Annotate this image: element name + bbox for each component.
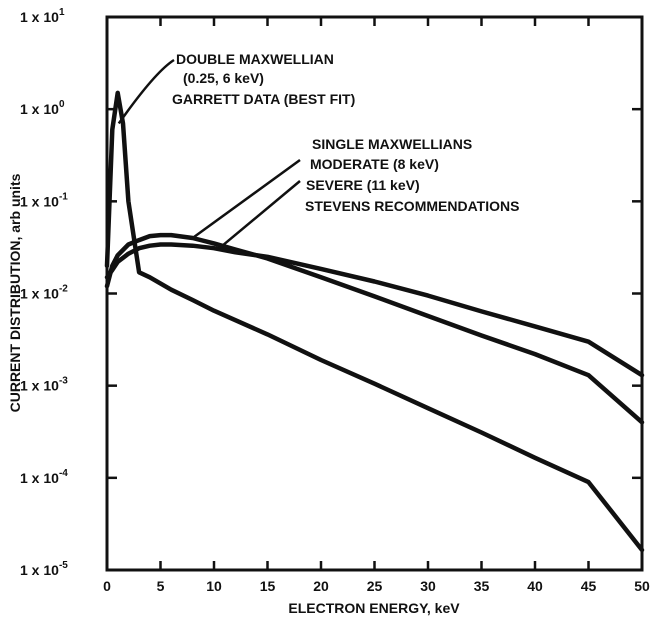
axis-ticks xyxy=(105,15,644,572)
x-tick-label: 40 xyxy=(527,578,543,594)
x-axis-title: ELECTRON ENERGY, keV xyxy=(288,600,460,616)
x-tick-label: 45 xyxy=(581,578,597,594)
y-tick-label: 1 x 10-3 xyxy=(20,376,68,394)
annotation-stevens: STEVENS RECOMMENDATIONS xyxy=(305,198,519,214)
x-tick-label: 25 xyxy=(367,578,383,594)
y-tick-label: 1 x 101 xyxy=(20,7,65,25)
y-tick-label: 1 x 10-4 xyxy=(20,468,68,486)
annotation-double-maxwellian: DOUBLE MAXWELLIAN xyxy=(176,51,334,67)
leader-double-maxwellian xyxy=(117,58,175,125)
annotation-leaders xyxy=(117,58,301,250)
y-axis-title: CURRENT DISTRIBUTION, arb units xyxy=(7,173,23,412)
curve-moderate-8kev xyxy=(104,232,645,425)
annotation-severe: SEVERE (11 keV) xyxy=(306,177,420,193)
x-tick-label: 30 xyxy=(420,578,436,594)
y-tick-label: 1 x 10-1 xyxy=(20,191,68,209)
y-tick-label: 1 x 10-5 xyxy=(20,560,68,578)
x-tick-label: 35 xyxy=(474,578,490,594)
annotation-moderate: MODERATE (8 keV) xyxy=(310,156,439,172)
x-tick-labels: 0 5 10 15 20 25 30 35 40 45 50 xyxy=(103,578,650,594)
y-tick-label: 1 x 100 xyxy=(20,99,65,117)
x-tick-label: 50 xyxy=(634,578,650,594)
x-tick-label: 5 xyxy=(157,578,165,594)
x-tick-label: 15 xyxy=(260,578,276,594)
x-tick-label: 10 xyxy=(206,578,222,594)
curve-severe-11kev xyxy=(104,242,645,378)
leader-severe xyxy=(218,180,301,250)
y-tick-labels: 1 x 101 1 x 100 1 x 10-1 1 x 10-2 1 x 10-3 1 … xyxy=(20,7,68,578)
x-tick-label: 0 xyxy=(103,578,111,594)
x-tick-label: 20 xyxy=(313,578,329,594)
leader-moderate xyxy=(191,158,301,240)
y-tick-label: 1 x 10-2 xyxy=(20,284,68,302)
annotation-garrett-data: GARRETT DATA (BEST FIT) xyxy=(172,91,355,107)
annotation-single-maxwellians: SINGLE MAXWELLIANS xyxy=(312,136,472,152)
annotation-double-maxwellian-params: (0.25, 6 keV) xyxy=(183,70,264,86)
